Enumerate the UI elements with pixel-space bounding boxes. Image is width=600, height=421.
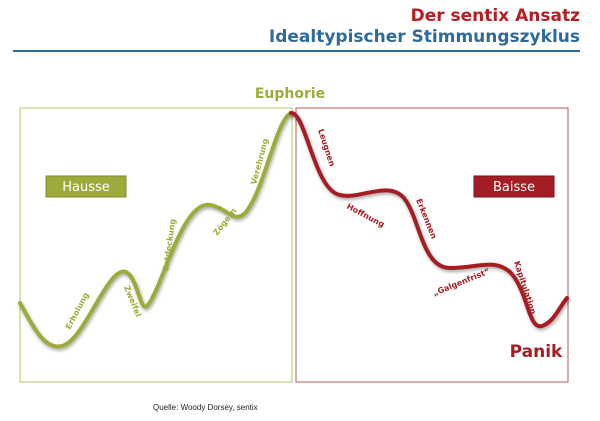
source-note: Quelle: Woody Dorsey, sentix [153, 403, 258, 412]
phase-label-kapitulation: Kapitulation [512, 260, 538, 316]
baisse-badge-label: Baisse [493, 180, 535, 195]
phase-label-galgenfrist: „Galgenfrist“ [431, 267, 491, 298]
hausse-frame [19, 107, 293, 383]
hausse-badge [45, 175, 127, 198]
baisse-frame [295, 107, 569, 383]
header-subtitle: Idealtypischer Stimmungszyklus [268, 27, 580, 47]
baisse-curve [289, 111, 569, 329]
hausse-badge-label: Hausse [62, 180, 110, 195]
euphorie-label: Euphorie [255, 86, 325, 102]
baisse-badge [473, 175, 555, 198]
phase-label-erholung: Erholung [64, 291, 91, 331]
header-title: Der sentix Ansatz [410, 6, 580, 26]
header-divider [13, 50, 580, 52]
phase-label-erkennen: Erkennen [414, 197, 438, 240]
phase-label-leugnen: Leugnen [316, 128, 337, 168]
phase-label-hoffnung: Hoffnung [345, 202, 386, 230]
panik-label: Panik [510, 342, 563, 362]
hausse-curve [18, 111, 293, 349]
